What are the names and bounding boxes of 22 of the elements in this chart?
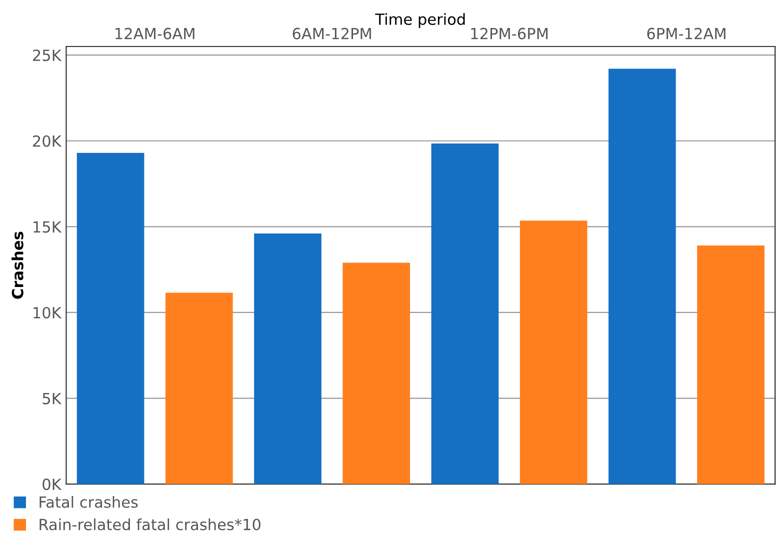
bar <box>431 143 499 484</box>
y-tick-label: 20K <box>33 135 62 147</box>
bar <box>520 220 588 484</box>
bar <box>76 152 144 484</box>
x-tick-label: 12PM-6PM <box>471 28 548 40</box>
y-tick-label: 25K <box>33 50 62 62</box>
x-tick-label: 6PM-12AM <box>647 28 726 40</box>
y-tick-label: 15K <box>34 221 62 233</box>
legend-label: Fatal crashes <box>40 496 138 508</box>
x-tick-label: 6AM-12PM <box>292 28 371 40</box>
bar <box>165 292 233 484</box>
legend-label: Rain-related fatal crashes*10 <box>40 518 260 530</box>
bar <box>608 68 676 484</box>
y-tick-label: 5K <box>42 392 62 404</box>
x-tick-label: 12AM-6AM <box>116 28 194 40</box>
bar <box>254 234 322 484</box>
y-axis-title: Crashes <box>12 232 24 299</box>
y-tick-label: 0K <box>42 478 62 490</box>
bar <box>697 246 764 484</box>
y-tick-label: 10K <box>34 306 62 319</box>
x-axis-title: Time period <box>375 13 465 28</box>
bar <box>342 262 410 484</box>
